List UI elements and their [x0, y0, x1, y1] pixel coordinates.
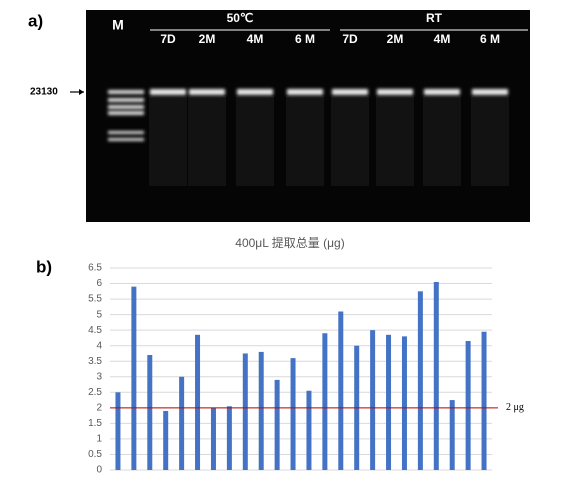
bar	[449, 400, 455, 470]
bar	[258, 351, 264, 470]
gel-band	[287, 89, 323, 95]
y-tick-label: 4	[96, 340, 102, 351]
lane-label: 7D	[342, 32, 358, 46]
bar	[322, 333, 328, 470]
bar	[131, 286, 137, 470]
ladder-band	[108, 98, 144, 102]
y-tick-label: 2.5	[88, 387, 102, 398]
gel-band	[150, 89, 186, 95]
size-marker: 23130	[30, 87, 58, 98]
bar	[481, 331, 487, 470]
y-tick-label: 5	[96, 309, 102, 320]
y-tick-label: 1	[96, 434, 102, 445]
panel-label: a)	[28, 11, 43, 30]
lane-label: 2M	[387, 32, 404, 46]
y-tick-label: 5.5	[88, 294, 102, 305]
bar	[195, 334, 201, 470]
bar	[401, 336, 407, 470]
gel-band	[377, 89, 413, 95]
y-tick-label: 2	[96, 402, 102, 413]
reference-label: 2 μg	[506, 402, 524, 413]
ladder-band	[108, 105, 144, 109]
ladder-band	[108, 90, 144, 94]
smear	[423, 96, 461, 186]
smear	[286, 96, 324, 186]
lane-label: 6 M	[295, 32, 315, 46]
bar	[274, 379, 280, 470]
lane-label: 7D	[160, 32, 176, 46]
smear	[149, 96, 187, 186]
gel-band	[237, 89, 273, 95]
smear	[331, 96, 369, 186]
y-tick-label: 4.5	[88, 325, 102, 336]
bar	[163, 410, 169, 470]
ladder-band	[108, 111, 144, 115]
bar	[179, 376, 185, 470]
bar	[306, 390, 312, 470]
panel-label: b)	[36, 257, 52, 276]
smear	[188, 96, 226, 186]
y-tick-label: 6.5	[88, 263, 102, 274]
ladder-band	[108, 131, 144, 134]
chart-title: 400μL 提取总量 (μg)	[235, 235, 344, 250]
y-tick-label: 0	[96, 465, 102, 476]
bar	[115, 392, 121, 470]
smear	[376, 96, 414, 186]
marker-label: M	[112, 17, 124, 33]
lane-label: 2M	[199, 32, 216, 46]
bar	[338, 311, 344, 470]
bar	[370, 330, 376, 470]
y-tick-label: 3	[96, 371, 102, 382]
gel-band	[424, 89, 460, 95]
bar	[290, 358, 296, 470]
y-tick-label: 1.5	[88, 418, 102, 429]
gel-band	[472, 89, 508, 95]
arrow-head	[79, 89, 84, 95]
group-label: RT	[426, 11, 443, 25]
group-label: 50℃	[227, 11, 254, 25]
y-tick-label: 6	[96, 278, 102, 289]
smear	[236, 96, 274, 186]
bar	[147, 355, 153, 470]
smear	[471, 96, 509, 186]
gel-band	[332, 89, 368, 95]
bar	[465, 341, 471, 470]
gel-band	[189, 89, 225, 95]
lane-label: 6 M	[480, 32, 500, 46]
bar	[242, 353, 248, 470]
bar	[417, 291, 423, 470]
lane-label: 4M	[247, 32, 264, 46]
y-tick-label: 0.5	[88, 449, 102, 460]
lane-label: 4M	[434, 32, 451, 46]
ladder-band	[108, 138, 144, 141]
bar	[210, 407, 216, 470]
bar	[433, 281, 439, 470]
bar	[386, 334, 392, 470]
bar	[226, 406, 232, 470]
y-tick-label: 3.5	[88, 356, 102, 367]
